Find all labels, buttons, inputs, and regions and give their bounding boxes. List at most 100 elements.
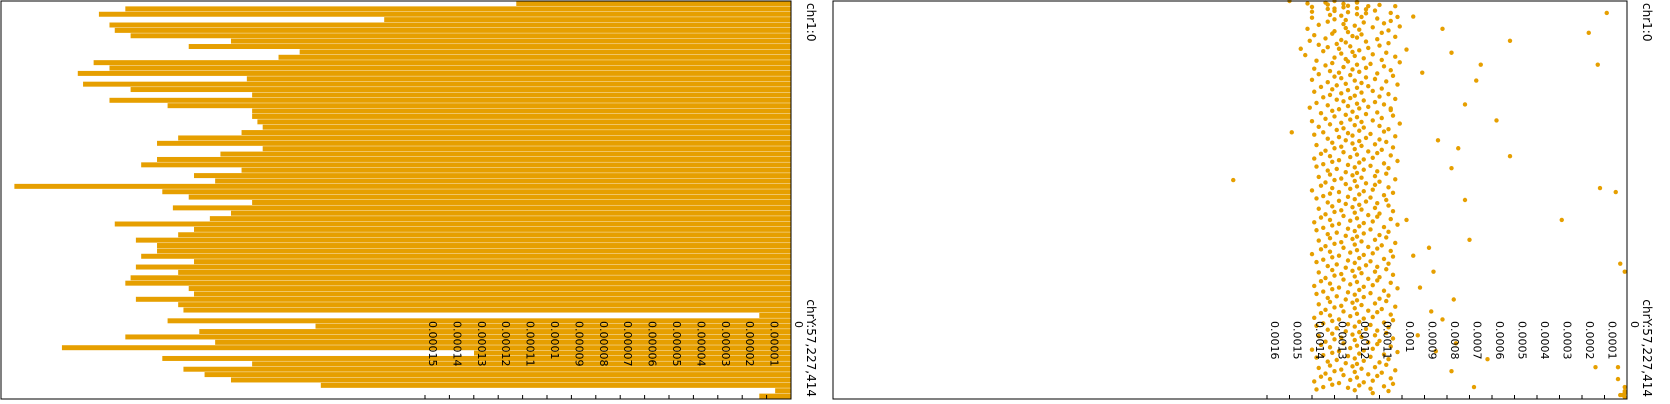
scatter-point (1386, 229, 1391, 235)
scatter-point (1332, 0, 1337, 4)
scatter-point (1352, 260, 1357, 266)
scatter-point (1332, 337, 1337, 342)
scatter-point (1354, 343, 1360, 348)
scatter-point (1357, 128, 1362, 133)
scatter-point (1305, 1, 1310, 6)
scatter-point (1471, 384, 1477, 390)
scatter-point (1318, 151, 1324, 157)
scatter-point (1366, 212, 1371, 218)
scatter-point (1339, 51, 1344, 56)
scatter-point (1597, 185, 1603, 191)
scatter-point (1393, 177, 1398, 182)
scatter-point (1377, 43, 1382, 48)
scatter-point (1372, 99, 1378, 105)
scatter-point (1348, 72, 1353, 78)
scatter-point (1343, 181, 1348, 187)
bar (215, 178, 791, 184)
scatter-point (1327, 12, 1333, 18)
scatter-point (1332, 114, 1337, 119)
scatter-point (1393, 34, 1398, 40)
scatter-point (1354, 234, 1360, 239)
bar (230, 38, 791, 44)
scatter-point (1334, 325, 1339, 331)
bar (135, 237, 791, 243)
scatter-point (1377, 123, 1382, 129)
scatter-point (1359, 239, 1364, 244)
scatter-point (1357, 69, 1362, 75)
bar-axis-tick-label: 0.00015 (426, 321, 439, 367)
scatter-point (1341, 150, 1346, 155)
scatter-point (1336, 253, 1342, 258)
scatter-point (1352, 122, 1357, 128)
scatter-point (1332, 8, 1337, 14)
scatter-point (1372, 142, 1378, 147)
scatter-point (1332, 146, 1337, 151)
scatter-point (1231, 177, 1236, 183)
scatter-point (1327, 281, 1333, 286)
bar (194, 259, 791, 265)
scatter-point (1330, 159, 1335, 164)
scatter-point (1330, 140, 1335, 145)
scatter-axis-tick-label: 0.0001 (1606, 321, 1619, 360)
scatter-point (1390, 381, 1396, 387)
scatter-point (1334, 97, 1339, 102)
scatter-point (1339, 271, 1344, 277)
scatter-point (1305, 26, 1310, 32)
scatter-point (1384, 79, 1389, 84)
scatter-point (1309, 188, 1315, 193)
scatter-point (1361, 284, 1366, 289)
scatter-point (1350, 364, 1355, 369)
scatter-point (1323, 307, 1328, 313)
scatter-point (1327, 92, 1333, 98)
scatter-point (1341, 1, 1346, 6)
bar (759, 312, 791, 318)
scatter-point (1507, 154, 1513, 159)
scatter-point (1370, 187, 1375, 192)
scatter-point (1354, 101, 1360, 106)
bar (141, 253, 791, 259)
scatter-point (1370, 219, 1375, 224)
scatter-point (1395, 286, 1400, 291)
scatter-point (1390, 113, 1396, 118)
scatter-point (1388, 344, 1393, 349)
scatter-point (1321, 130, 1326, 135)
bar (109, 97, 792, 103)
scatter-point (1343, 233, 1348, 239)
scatter-point (1321, 257, 1326, 262)
bar (125, 280, 792, 286)
scatter-point (1321, 48, 1326, 54)
scatter-point (1384, 50, 1389, 55)
scatter-point (1595, 62, 1600, 67)
bar (759, 393, 791, 399)
scatter-point (1318, 84, 1324, 90)
scatter-point (1381, 193, 1387, 198)
scatter-point (1330, 185, 1335, 191)
scatter-point (1325, 359, 1330, 364)
scatter-point (1388, 248, 1393, 254)
scatter-point (1307, 38, 1312, 43)
scatter-point (1366, 372, 1371, 377)
scatter-point (1433, 349, 1438, 354)
scatter-point (1357, 329, 1362, 335)
bar (157, 243, 791, 249)
scatter-point (1417, 285, 1423, 290)
scatter-point (1327, 236, 1333, 241)
bar-axis-genome-start-label: chr1:0 (804, 3, 818, 41)
scatter-point (1352, 197, 1357, 202)
scatter-point (1345, 130, 1351, 136)
scatter-point (1318, 374, 1324, 379)
scatter-point (1330, 255, 1335, 260)
scatter-point (1325, 200, 1330, 205)
bar (315, 323, 791, 329)
scatter-point (1316, 174, 1321, 180)
scatter-point (1336, 189, 1342, 195)
bar (135, 296, 791, 302)
bar (188, 44, 791, 50)
scatter-point (1361, 189, 1366, 194)
scatter-point (1474, 78, 1479, 83)
scatter-point (1393, 54, 1398, 59)
scatter-point (1361, 98, 1366, 103)
scatter-point (1462, 102, 1468, 107)
scatter-point (1381, 102, 1387, 107)
scatter-point (1330, 87, 1335, 92)
